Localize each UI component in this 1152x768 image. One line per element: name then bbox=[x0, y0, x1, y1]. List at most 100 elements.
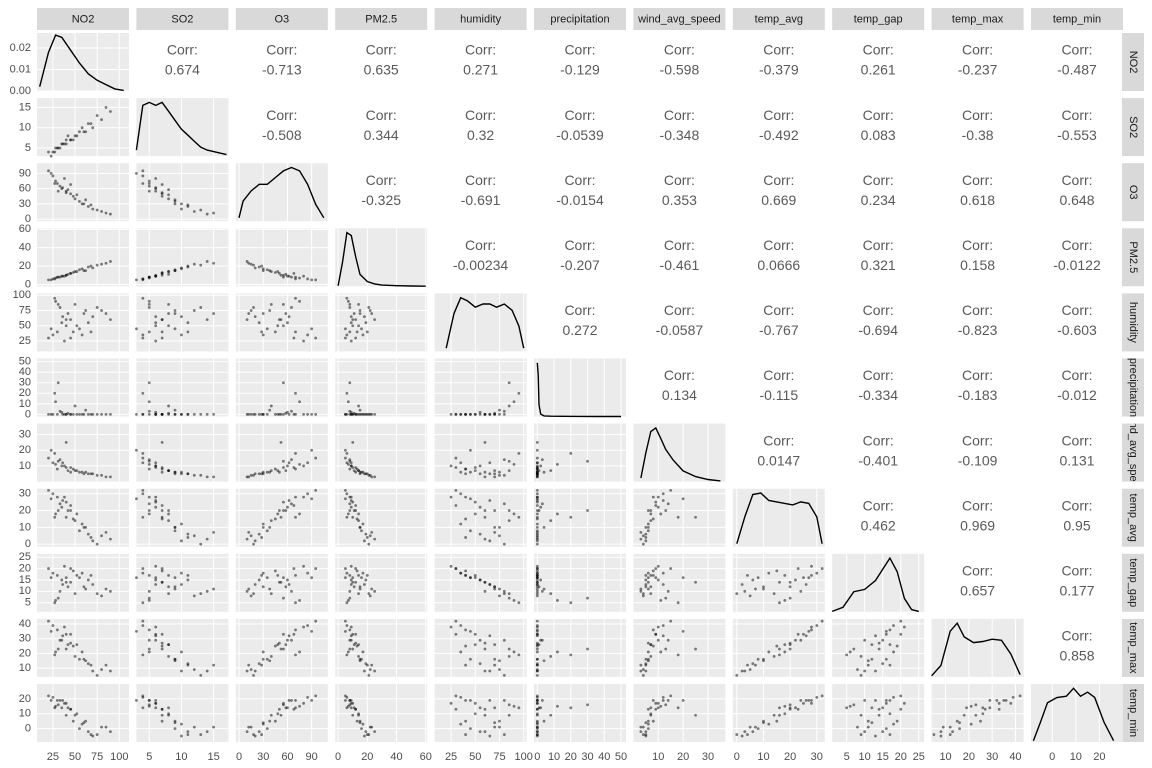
corr-value: 0.177 bbox=[1059, 583, 1094, 599]
point bbox=[186, 578, 190, 582]
point bbox=[63, 564, 66, 568]
point bbox=[517, 515, 521, 519]
corr-label: Corr: bbox=[763, 302, 794, 318]
point bbox=[802, 576, 805, 580]
point bbox=[661, 583, 665, 586]
point bbox=[212, 663, 216, 667]
corr-value: -0.691 bbox=[461, 192, 501, 208]
x-tick-label: 50 bbox=[469, 751, 481, 763]
point bbox=[884, 629, 888, 633]
y-tick-label: 40 bbox=[19, 366, 31, 378]
point bbox=[167, 193, 170, 197]
point bbox=[54, 179, 57, 183]
point bbox=[53, 451, 57, 455]
point bbox=[344, 694, 347, 698]
point bbox=[306, 571, 310, 575]
corr-value: 0.0147 bbox=[757, 452, 800, 468]
point bbox=[357, 654, 360, 658]
point bbox=[644, 657, 648, 661]
point bbox=[569, 653, 573, 657]
point bbox=[249, 412, 253, 416]
point bbox=[483, 730, 487, 733]
point bbox=[535, 564, 539, 568]
point bbox=[535, 674, 539, 677]
point bbox=[517, 706, 521, 710]
point bbox=[104, 106, 108, 109]
point bbox=[454, 632, 458, 636]
point bbox=[348, 306, 352, 309]
point bbox=[649, 574, 653, 577]
point bbox=[147, 184, 151, 188]
row-strip bbox=[1122, 293, 1144, 352]
point bbox=[292, 567, 296, 570]
x-tick-label: 20 bbox=[1093, 751, 1105, 763]
point bbox=[55, 182, 59, 185]
point bbox=[483, 515, 487, 519]
point bbox=[473, 632, 477, 636]
point bbox=[100, 534, 103, 538]
y-tick-label: 10 bbox=[19, 521, 31, 533]
point bbox=[364, 532, 368, 536]
point bbox=[167, 469, 170, 473]
point bbox=[799, 698, 803, 702]
point bbox=[354, 632, 358, 636]
point bbox=[49, 576, 53, 580]
point bbox=[351, 515, 355, 519]
point bbox=[100, 668, 103, 671]
point bbox=[282, 576, 285, 580]
column-strip bbox=[335, 8, 428, 30]
point bbox=[351, 412, 355, 416]
point bbox=[639, 589, 643, 593]
point bbox=[493, 587, 497, 591]
point bbox=[261, 522, 265, 526]
point bbox=[66, 312, 70, 315]
y-tick-label: 10 bbox=[19, 662, 31, 674]
row-strip-label: temp_max bbox=[1127, 622, 1139, 674]
point bbox=[345, 515, 349, 519]
point bbox=[135, 412, 138, 416]
point bbox=[141, 456, 145, 460]
point bbox=[939, 730, 943, 733]
point bbox=[661, 698, 665, 702]
point bbox=[535, 536, 539, 539]
point bbox=[863, 730, 867, 733]
corr-label: Corr: bbox=[763, 42, 794, 58]
point bbox=[167, 574, 170, 577]
point bbox=[302, 701, 305, 705]
point bbox=[535, 522, 539, 526]
point bbox=[767, 722, 771, 726]
point bbox=[473, 500, 477, 504]
point bbox=[478, 410, 482, 414]
point bbox=[502, 502, 506, 506]
point bbox=[167, 519, 170, 523]
point bbox=[888, 733, 892, 736]
density-curve bbox=[536, 362, 621, 418]
point bbox=[493, 657, 497, 661]
point bbox=[147, 412, 151, 416]
point bbox=[654, 701, 658, 705]
point bbox=[354, 504, 358, 507]
corr-value: -0.012 bbox=[1057, 387, 1097, 403]
point bbox=[154, 698, 158, 702]
point bbox=[282, 466, 285, 469]
point bbox=[845, 653, 849, 657]
point bbox=[958, 727, 961, 731]
y-tick-label: 10 bbox=[19, 398, 31, 410]
point bbox=[269, 302, 273, 306]
point bbox=[199, 473, 203, 477]
point bbox=[348, 381, 352, 385]
point bbox=[265, 576, 269, 580]
point bbox=[160, 713, 164, 717]
point bbox=[282, 459, 285, 463]
point bbox=[154, 315, 158, 318]
point bbox=[778, 601, 781, 605]
point bbox=[173, 576, 177, 580]
point bbox=[796, 707, 800, 711]
point bbox=[78, 657, 81, 661]
point bbox=[290, 638, 293, 642]
row-strip bbox=[1122, 163, 1144, 222]
point bbox=[66, 469, 70, 473]
point bbox=[314, 336, 318, 340]
point bbox=[449, 701, 453, 705]
point bbox=[866, 719, 870, 723]
